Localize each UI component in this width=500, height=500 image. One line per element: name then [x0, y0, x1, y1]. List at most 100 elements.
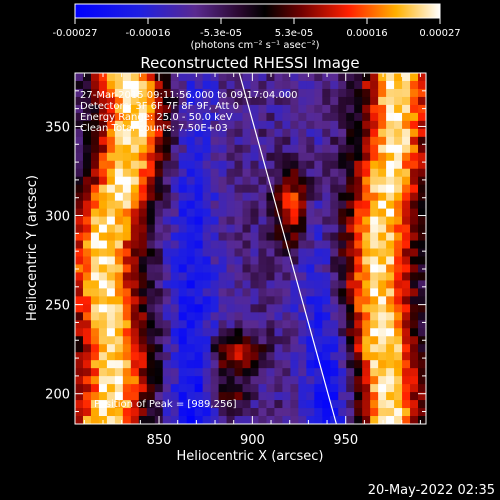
heatmap-cell — [354, 240, 363, 249]
heatmap-cell — [98, 152, 108, 162]
heatmap-cell — [346, 168, 355, 178]
heatmap-cell — [362, 200, 371, 210]
heatmap-cell — [170, 408, 180, 417]
heatmap-cell — [338, 200, 347, 210]
heatmap-cell — [138, 184, 148, 194]
heatmap-cell — [330, 192, 339, 202]
heatmap-cell — [338, 176, 347, 186]
heatmap-cell — [314, 344, 323, 353]
heatmap-cell — [306, 128, 315, 138]
heatmap-cell — [75, 192, 84, 202]
heatmap-cell — [194, 152, 204, 162]
heatmap-cell — [114, 392, 124, 401]
heatmap-cell — [322, 360, 331, 369]
heatmap-cell — [330, 208, 339, 217]
heatmap-cell — [362, 400, 371, 409]
heatmap-cell — [234, 184, 243, 194]
heatmap-cell — [258, 416, 267, 424]
heatmap-cell — [282, 376, 291, 385]
heatmap-cell — [362, 376, 371, 385]
heatmap-cell — [386, 80, 395, 90]
heatmap-cell — [114, 304, 124, 313]
heatmap-cell — [170, 272, 180, 281]
heatmap-cell — [154, 168, 164, 178]
heatmap-cell — [338, 240, 347, 249]
heatmap-cell — [346, 224, 355, 233]
heatmap-cell — [186, 120, 196, 130]
heatmap-cell — [378, 232, 387, 241]
heatmap-cell — [258, 88, 267, 98]
heatmap-cell — [362, 184, 371, 194]
heatmap-cell — [75, 384, 84, 393]
heatmap-cell — [306, 336, 315, 345]
heatmap-cell — [218, 128, 227, 138]
heatmap-cell — [354, 200, 363, 210]
heatmap-cell — [298, 344, 307, 353]
heatmap-cell — [258, 272, 267, 281]
heatmap-cell — [218, 360, 227, 369]
heatmap-cell — [346, 248, 355, 257]
heatmap-cell — [234, 328, 243, 337]
heatmap-cell — [386, 88, 395, 98]
heatmap-cell — [306, 208, 315, 217]
heatmap-cell — [210, 296, 219, 305]
heatmap-cell — [75, 264, 84, 273]
heatmap-cell — [146, 73, 156, 82]
heatmap-cell — [146, 128, 156, 138]
heatmap-cell — [298, 312, 307, 321]
heatmap-cell — [282, 176, 291, 186]
heatmap-cell — [218, 168, 227, 178]
heatmap-cell — [186, 96, 196, 106]
heatmap-cell — [402, 312, 411, 321]
heatmap-cell — [394, 368, 403, 377]
heatmap-cell — [170, 104, 180, 114]
heatmap-cell — [370, 80, 379, 90]
heatmap-cell — [106, 136, 116, 146]
heatmap-cell — [226, 288, 235, 297]
heatmap-cell — [75, 360, 84, 369]
heatmap-cell — [346, 120, 355, 130]
heatmap-cell — [290, 280, 299, 289]
heatmap-cell — [346, 136, 355, 146]
heatmap-cell — [386, 200, 395, 210]
heatmap-cell — [314, 96, 323, 106]
heatmap-cell — [234, 104, 243, 114]
heatmap-cell — [274, 168, 283, 178]
heatmap-cell — [154, 240, 164, 249]
heatmap-cell — [274, 128, 283, 138]
heatmap-cell — [290, 296, 299, 305]
heatmap-cell — [290, 384, 299, 393]
heatmap-cell — [322, 128, 331, 138]
heatmap-cell — [266, 73, 275, 82]
heatmap-cell — [418, 256, 426, 265]
heatmap-cell — [274, 408, 283, 417]
heatmap-cell — [250, 80, 259, 90]
heatmap-cell — [314, 392, 323, 401]
colorbar-tick-label: 5.3e-05 — [275, 28, 313, 39]
heatmap-cell — [130, 352, 140, 361]
heatmap-cell — [194, 73, 204, 82]
heatmap-cell — [98, 408, 108, 417]
heatmap-cell — [75, 408, 84, 417]
heatmap-cell — [90, 344, 100, 353]
heatmap-cell — [75, 400, 84, 409]
heatmap-cell — [394, 176, 403, 186]
heatmap-cell — [282, 384, 291, 393]
heatmap-cell — [354, 288, 363, 297]
heatmap-cell — [258, 104, 267, 114]
heatmap-cell — [298, 216, 307, 225]
heatmap-cell — [314, 80, 323, 90]
heatmap-cell — [114, 168, 124, 178]
heatmap-cell — [242, 152, 251, 162]
heatmap-cell — [82, 216, 92, 225]
heatmap-cell — [146, 248, 156, 257]
heatmap-cell — [418, 88, 426, 98]
heatmap-cell — [282, 224, 291, 233]
heatmap-cell — [90, 200, 100, 210]
heatmap-cell — [82, 360, 92, 369]
heatmap-cell — [186, 232, 196, 241]
heatmap-cell — [290, 304, 299, 313]
heatmap-cell — [282, 200, 291, 210]
heatmap-cell — [114, 136, 124, 146]
